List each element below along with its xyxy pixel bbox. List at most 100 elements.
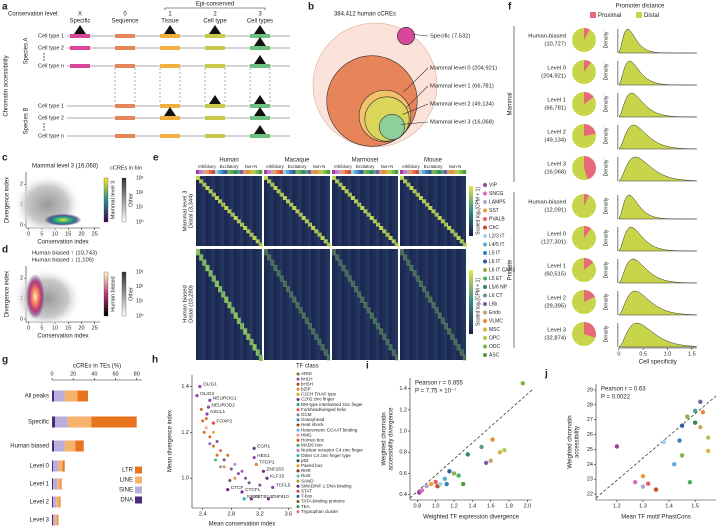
heatmap-cell bbox=[363, 249, 367, 360]
panel-label: c bbox=[2, 153, 8, 164]
peak bbox=[254, 25, 266, 34]
pie-wedge bbox=[584, 194, 590, 206]
heatmap-cell bbox=[298, 307, 303, 314]
cell-type-strip bbox=[341, 170, 345, 174]
y-tick-label: 0 bbox=[20, 316, 23, 322]
heatmap-cell bbox=[202, 182, 207, 187]
pie-wedge bbox=[584, 124, 596, 136]
legend-dot bbox=[296, 443, 300, 447]
heatmap-cell bbox=[379, 328, 384, 335]
heatmap-cell bbox=[422, 286, 427, 293]
point-label: ASCL1 bbox=[210, 409, 226, 415]
cell-type-strip bbox=[453, 170, 457, 174]
point bbox=[254, 462, 258, 467]
point-label: ZNF610 bbox=[271, 494, 289, 500]
heatmap-cell bbox=[354, 286, 359, 293]
y-tick-label: 1.4 bbox=[181, 384, 189, 390]
legend-label: Grainyhead bbox=[301, 417, 325, 422]
heatmap-cell bbox=[279, 192, 284, 197]
heatmap-cell bbox=[289, 176, 293, 246]
point bbox=[240, 469, 244, 473]
heatmap-cell bbox=[394, 249, 398, 360]
legend-dot bbox=[483, 259, 487, 264]
legend-label: ChC bbox=[489, 225, 499, 231]
heatmap-cell bbox=[208, 176, 212, 246]
point-label: FOXP2 bbox=[216, 418, 232, 424]
heatmap-cell bbox=[208, 189, 213, 194]
heatmap-cell bbox=[246, 333, 251, 340]
label: P = 0.0022 bbox=[601, 395, 631, 401]
legend-label: Homeo box bbox=[301, 437, 325, 442]
heatmap-cell bbox=[289, 202, 294, 207]
point bbox=[497, 450, 503, 455]
heatmap-cell bbox=[369, 249, 373, 360]
heatmap-cell bbox=[403, 176, 407, 246]
heatmap-cell bbox=[347, 275, 352, 282]
point bbox=[433, 479, 438, 485]
legend-label: ASC bbox=[489, 352, 500, 358]
heatmap-cell bbox=[276, 270, 281, 277]
legend-label: L6b bbox=[489, 301, 498, 307]
point bbox=[198, 384, 202, 389]
label: 3 bbox=[258, 12, 262, 18]
heatmap-cell bbox=[372, 219, 377, 224]
heatmap-cell bbox=[267, 179, 272, 184]
label: Human biased bbox=[183, 285, 189, 322]
legend-label: LAMP5 bbox=[489, 199, 506, 205]
leader bbox=[403, 67, 429, 93]
cell-type-strip bbox=[286, 170, 290, 174]
label: Distal (10,280) bbox=[189, 285, 195, 323]
legend-dot bbox=[296, 479, 300, 483]
heatmap-cell bbox=[400, 249, 405, 256]
label: Mammal level 2 (49,134) bbox=[430, 102, 494, 108]
heatmap-cell bbox=[357, 291, 362, 298]
label: Human bbox=[219, 158, 238, 164]
heatmap-cell bbox=[428, 206, 433, 210]
label: Non-N bbox=[449, 164, 461, 169]
cell-type-strip bbox=[289, 170, 293, 174]
heatmap-cell bbox=[431, 249, 435, 360]
dot bbox=[43, 123, 45, 125]
density-curve bbox=[618, 124, 697, 150]
heatmap-cell bbox=[279, 275, 284, 282]
point bbox=[687, 479, 693, 485]
heatmap-cell bbox=[382, 333, 387, 340]
point bbox=[252, 446, 256, 450]
point bbox=[266, 497, 271, 501]
legend-dot bbox=[483, 310, 487, 315]
heatmap-cell bbox=[289, 249, 293, 360]
heatmap-cell bbox=[418, 176, 422, 246]
x-tick-label: 10 bbox=[52, 231, 58, 237]
heatmap-cell bbox=[382, 176, 386, 246]
x-tick-label: 20 bbox=[78, 231, 84, 237]
label: (29,395) bbox=[544, 304, 566, 310]
legend-dot bbox=[296, 408, 300, 412]
label: Pearson r = 0.63 bbox=[601, 387, 646, 393]
point bbox=[242, 497, 246, 501]
label: Excitatory bbox=[288, 164, 308, 169]
heatmap-cell bbox=[360, 176, 364, 246]
label: Cell type 1 bbox=[38, 33, 64, 39]
x-tick-label: 2.8 bbox=[227, 511, 235, 517]
label: 10³ bbox=[136, 269, 144, 275]
heatmap-cell bbox=[301, 312, 306, 319]
cell-type-strip bbox=[243, 170, 247, 174]
heatmap-cell bbox=[221, 202, 226, 207]
bar-segment bbox=[58, 460, 63, 472]
point-label: NEUROD2 bbox=[211, 402, 235, 408]
y-tick-label: 0 bbox=[20, 222, 23, 228]
heatmap-cell bbox=[240, 323, 245, 330]
heatmap-cell bbox=[282, 196, 287, 200]
heatmap-cell bbox=[444, 323, 449, 330]
point bbox=[226, 453, 230, 457]
legend-label: T-box bbox=[301, 494, 313, 499]
legend-dot bbox=[296, 398, 300, 401]
point-label: HES1 bbox=[257, 453, 270, 459]
panel-label: i bbox=[366, 361, 369, 372]
heatmap-cell bbox=[317, 232, 322, 237]
legend-dot bbox=[296, 484, 300, 488]
label: Human biased ↑ (10,743) bbox=[32, 251, 97, 257]
point bbox=[488, 458, 493, 463]
point bbox=[240, 490, 244, 494]
heatmap-cell bbox=[236, 219, 241, 224]
